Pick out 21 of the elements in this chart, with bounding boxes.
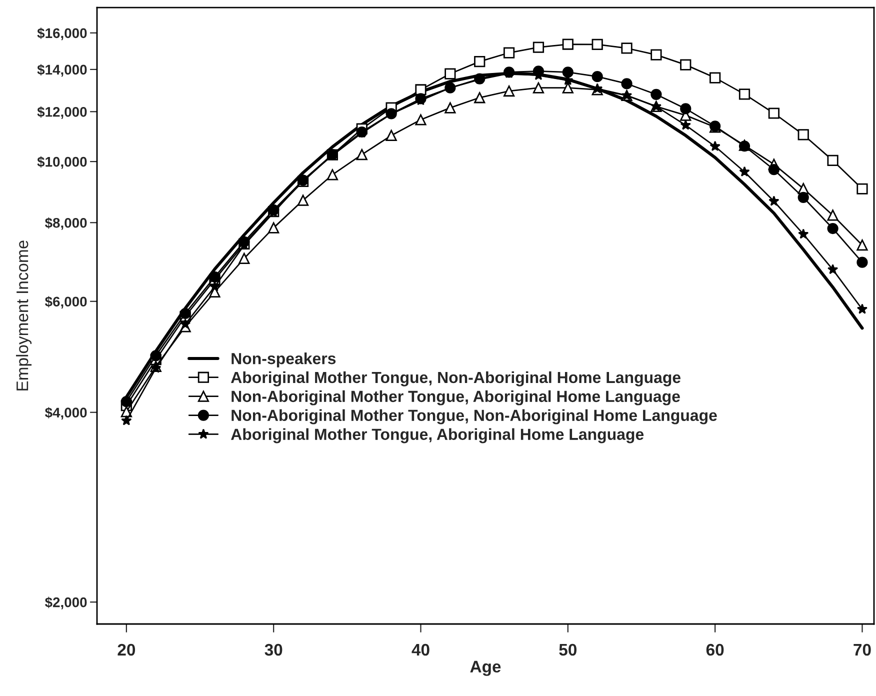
legend-label: Non-Aboriginal Mother Tongue, Aboriginal Home Language: [232, 390, 680, 406]
y-tick-label: $16,000: [37, 28, 87, 40]
y-tick-label: $2,000: [44, 596, 87, 610]
y-tick-label: $8,000: [44, 217, 87, 230]
x-tick-label: 40: [412, 644, 430, 656]
y-axis-title: Employment Income: [16, 240, 32, 390]
y-tick-label: $14,000: [37, 64, 87, 77]
legend-label: Non-speakers: [232, 352, 336, 368]
y-tick-label: $10,000: [37, 156, 87, 169]
legend-label: Aboriginal Mother Tongue, Non-Aboriginal Home Language: [231, 371, 681, 386]
x-tick-label: 50: [559, 644, 576, 656]
x-tick-label: 30: [264, 644, 282, 656]
x-tick-label: 70: [854, 644, 871, 656]
x-tick-label: 60: [706, 644, 724, 656]
y-tick-label: $4,000: [44, 407, 87, 420]
y-tick-label: $6,000: [44, 296, 87, 309]
x-axis-title: Age: [470, 660, 501, 676]
x-tick-label: 20: [118, 644, 136, 656]
legend-label: Non-Aboriginal Mother Tongue, Non-Aboriginal Home Language: [232, 409, 717, 424]
y-tick-label: $12,000: [37, 106, 87, 119]
legend-label: Aboriginal Mother Tongue, Aboriginal Home Language: [231, 428, 644, 444]
